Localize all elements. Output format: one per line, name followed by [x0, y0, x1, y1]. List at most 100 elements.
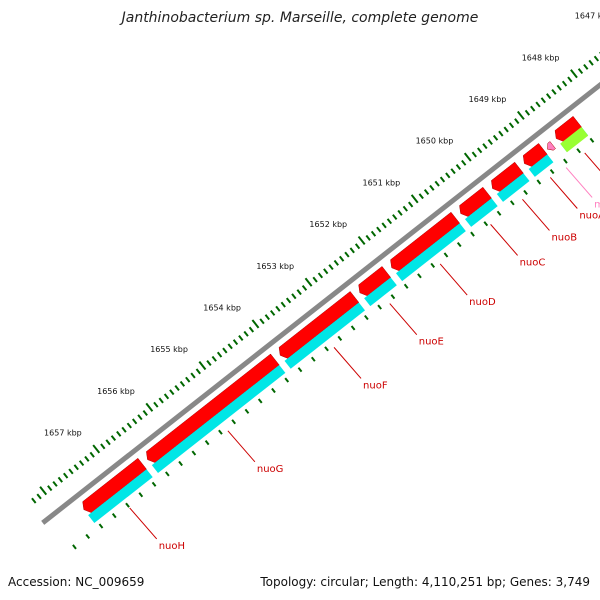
scale-tick	[73, 464, 79, 471]
gene-label-nuoD: nuoD	[469, 297, 496, 308]
scale-tick	[132, 418, 138, 425]
scale-tick	[251, 319, 260, 329]
scale-tick	[463, 152, 472, 162]
scale-tick	[354, 243, 361, 250]
scale-tick	[259, 318, 265, 325]
scale-tick	[450, 168, 456, 175]
scale-tick	[357, 235, 366, 246]
inner-tick	[456, 241, 462, 248]
gene-track-nuoE	[364, 277, 397, 307]
gene-nuoF	[278, 291, 360, 359]
scale-tick	[198, 361, 207, 371]
scale-tick	[238, 334, 244, 341]
scale-tick	[312, 276, 318, 283]
scale-tick	[78, 460, 85, 467]
backbone-line	[41, 81, 600, 525]
gene-nuoG	[146, 353, 280, 463]
inner-tick	[523, 189, 528, 196]
inner-tick	[297, 367, 303, 373]
scale-tick	[216, 351, 223, 358]
scale-tick	[402, 205, 408, 212]
scale-label: 1657 kbp	[44, 429, 82, 438]
inner-tick	[271, 387, 276, 394]
scale-tick	[577, 68, 584, 75]
scale-tick	[323, 268, 329, 275]
scale-label: 1648 kbp	[522, 53, 560, 62]
inner-tick	[563, 158, 568, 164]
inner-tick	[165, 471, 170, 477]
scale-tick	[381, 222, 387, 229]
scale-tick	[439, 176, 446, 183]
inner-tick	[443, 252, 449, 258]
callout-nuoH	[129, 507, 158, 540]
gene-track-nuoB	[496, 173, 530, 202]
scale-tick	[583, 63, 589, 70]
inner-tick	[138, 492, 144, 498]
scale-label: 1649 kbp	[469, 95, 507, 104]
scale-tick	[270, 309, 276, 316]
scale-tick	[248, 326, 255, 333]
scale-label: 1653 kbp	[256, 262, 294, 271]
scale-tick	[100, 443, 106, 450]
gene-track-nuoD	[395, 223, 466, 282]
scale-tick	[145, 402, 154, 412]
scale-tick	[304, 277, 313, 287]
callout-nuoF	[333, 347, 362, 379]
scale-tick	[397, 209, 403, 216]
inner-tick	[403, 283, 409, 289]
scale-tick	[429, 184, 435, 191]
callout-nuoC	[490, 224, 518, 256]
inner-tick	[589, 137, 595, 143]
scale-tick	[36, 493, 42, 500]
scale-tick	[588, 59, 594, 66]
scale-tick	[434, 180, 440, 187]
scale-tick	[370, 230, 377, 237]
scale-tick	[339, 255, 345, 262]
gene-secG	[554, 115, 583, 142]
callout-nuoG	[227, 430, 256, 463]
inner-tick	[72, 544, 77, 550]
scale-tick	[179, 380, 186, 387]
scale-tick	[545, 93, 552, 100]
gene-nuoC	[459, 186, 492, 217]
scale-label: 1651 kbp	[363, 178, 401, 187]
inner-tick	[350, 325, 356, 331]
gene-nuoE	[358, 266, 392, 297]
scale-tick	[158, 397, 164, 404]
scale-tick	[498, 130, 504, 137]
scale-tick	[227, 343, 233, 350]
scale-tick	[344, 251, 350, 258]
inner-tick	[377, 304, 382, 310]
scale-tick	[52, 480, 58, 487]
scale-tick	[508, 122, 515, 129]
scale-tick	[408, 201, 414, 208]
inner-tick	[324, 346, 329, 352]
scale-tick	[376, 226, 382, 233]
scale-tick	[503, 126, 509, 133]
scale-tick	[392, 214, 398, 221]
gene-mma_tRNA25	[547, 141, 556, 151]
scale-tick	[116, 430, 122, 437]
scale-tick	[471, 151, 477, 158]
inner-tick	[536, 179, 542, 185]
scale-tick	[57, 476, 63, 483]
scale-tick	[105, 439, 111, 446]
scale-tick	[275, 305, 281, 312]
inner-tick	[364, 314, 369, 321]
scale-label: 1654 kbp	[203, 304, 241, 313]
scale-tick	[153, 401, 159, 408]
scale-tick	[516, 110, 525, 120]
scale-tick	[243, 330, 249, 337]
scale-tick	[163, 393, 170, 400]
inner-tick	[231, 419, 237, 425]
scale-tick	[561, 80, 568, 87]
callout-nuoD	[439, 263, 468, 296]
inner-tick	[483, 221, 489, 227]
inner-tick	[496, 210, 502, 216]
gene-misc-secG	[560, 126, 589, 153]
scale-tick	[551, 88, 557, 95]
inner-tick	[509, 200, 515, 206]
gene-label-nuoB: nuoB	[551, 232, 577, 243]
scale-tick	[423, 189, 430, 195]
